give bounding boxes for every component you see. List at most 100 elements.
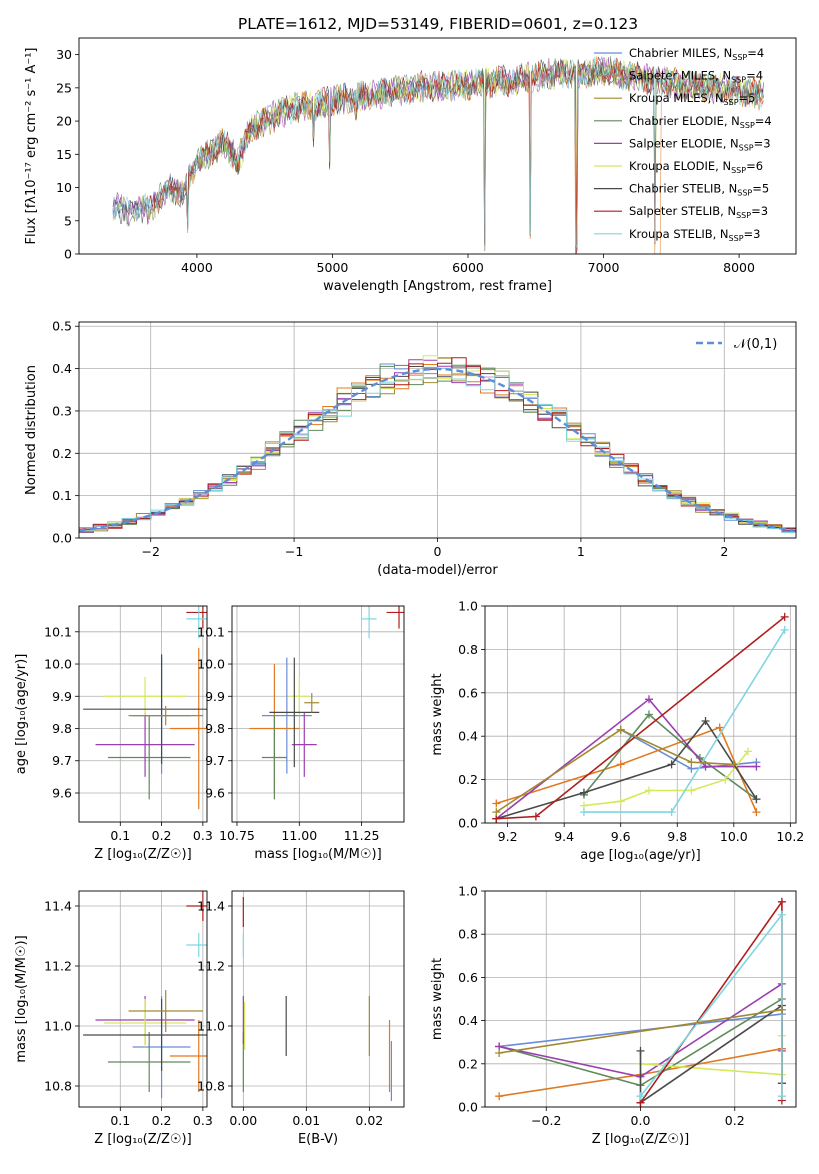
mass-vs-EBV-chart: 0.00 0.01 0.02 10.8 11.0 11.2 11.4 E(B-V) (197, 890, 405, 1147)
y-tick-label: 0.2 (458, 1056, 478, 1071)
age-vs-mass-points (249, 606, 404, 800)
plus-marker (752, 762, 761, 771)
y-tick-label: 0.2 (52, 446, 72, 461)
y-axis-label: Flux [fλ10⁻¹⁷ erg cm⁻² s⁻¹ A⁻¹] (24, 48, 39, 245)
x-tick-label: 8000 (723, 260, 755, 275)
x-tick-label: 0.00 (229, 1113, 257, 1128)
x-axis-label: E(B-V) (298, 1132, 338, 1147)
figure-title: PLATE=1612, MJD=53149, FIBERID=0601, z=0… (238, 15, 638, 33)
x-axis-label: mass [log₁₀(M/M☉)] (254, 847, 381, 862)
spectrum-series-8 (112, 56, 764, 251)
spectrum-legend: Chabrier MILES, NSSP=4 Salpeter MILES, NS… (594, 46, 772, 243)
y-axis-label: mass weight (430, 958, 445, 1040)
y-tick-label: 9.6 (52, 785, 72, 800)
y-tick-label: 0.3 (52, 403, 72, 418)
weight-line-series-2 (498, 1009, 783, 1054)
plus-marker (729, 760, 738, 769)
y-tick-label: 11.0 (44, 1019, 72, 1034)
legend-entry: Salpeter ELODIE, NSSP=3 (629, 136, 771, 152)
y-axis-label: Normed distribution (24, 365, 39, 495)
y-tick-label: 9.8 (205, 721, 225, 736)
spectrum-chart: 4000 5000 6000 7000 8000 0 5 10 15 20 25 30 waveleng… (24, 37, 797, 294)
y-axis-label: mass [log₁₀(M/M☉)] (14, 935, 29, 1062)
residual-histograms (79, 355, 796, 533)
plus-marker (777, 910, 786, 919)
y-tick-label: 11.4 (197, 899, 225, 914)
y-tick-label: 20 (56, 114, 72, 129)
weight-line-series-2 (495, 728, 734, 813)
x-axis-label: (data-model)/error (377, 563, 498, 578)
plus-marker (667, 760, 676, 769)
x-tick-label: 0.3 (193, 1113, 213, 1128)
plus-marker (636, 1092, 645, 1101)
y-tick-label: 0.0 (52, 531, 72, 546)
axes-frame (78, 321, 797, 539)
plus-marker (777, 1092, 786, 1101)
y-tick-label: 0.4 (458, 729, 478, 744)
x-axis-label: Z [log₁₀(Z/Z☉)] (592, 1132, 689, 1147)
y-tick-label: 0.4 (458, 1013, 478, 1028)
x-axis-label: Z [log₁₀(Z/Z☉)] (94, 1132, 191, 1147)
x-tick-label: 0.1 (110, 1113, 130, 1128)
x-tick-label: 0.2 (152, 828, 172, 843)
y-tick-label: 0.2 (458, 772, 478, 787)
legend-entry: Salpeter STELIB, NSSP=3 (629, 204, 768, 220)
spectrum-lines (112, 56, 764, 254)
y-tick-label: 5 (64, 213, 72, 228)
x-tick-label: −0.2 (531, 1113, 561, 1128)
plus-marker (752, 808, 761, 817)
x-tick-label: 0.2 (152, 1113, 172, 1128)
x-axis-label: wavelength [Angstrom, rest frame] (323, 279, 552, 294)
plus-marker (644, 710, 653, 719)
plus-marker (644, 786, 653, 795)
histogram-series-8 (79, 366, 796, 533)
x-tick-label: 10.2 (776, 829, 804, 844)
legend-entry: Kroupa ELODIE, NSSP=6 (629, 159, 763, 175)
y-tick-label: 9.7 (205, 753, 225, 768)
plus-marker (780, 612, 789, 621)
y-tick-label: 0.0 (458, 816, 478, 831)
weight-line-series-3 (583, 713, 757, 800)
plus-marker (721, 775, 730, 784)
legend-entry: 𝒩(0,1) (734, 337, 777, 352)
x-tick-label: 9.8 (667, 829, 687, 844)
legend-entry: Chabrier STELIB, NSSP=5 (629, 182, 769, 198)
y-tick-label: 10.0 (197, 657, 225, 672)
legend-entry: Kroupa STELIB, NSSP=3 (629, 227, 760, 243)
y-tick-label: 9.9 (205, 689, 225, 704)
axes-frame (78, 37, 797, 255)
y-axis-label: age [log₁₀(age/yr)] (14, 654, 29, 775)
plus-marker (667, 808, 676, 817)
y-tick-label: 1.0 (458, 599, 478, 614)
x-tick-label: 1 (577, 544, 585, 559)
y-tick-label: 10 (56, 180, 72, 195)
plus-marker (495, 1092, 504, 1101)
x-tick-label: 9.6 (611, 829, 631, 844)
x-tick-label: 0 (434, 544, 442, 559)
plus-marker (777, 1005, 786, 1014)
y-tick-label: 0.5 (52, 319, 72, 334)
legend-entry: Kroupa MILES, NSSP=5 (629, 91, 755, 107)
plus-marker (531, 812, 540, 821)
weight-line-series-5 (583, 750, 749, 807)
y-tick-label: 1.0 (458, 884, 478, 899)
y-tick-label: 25 (56, 80, 72, 95)
y-tick-label: 0 (64, 247, 72, 262)
plus-marker (687, 786, 696, 795)
mass-vs-EBV-points (242, 897, 392, 1101)
x-axis-label: Z [log₁₀(Z/Z☉)] (94, 847, 191, 862)
y-tick-label: 11.4 (44, 899, 72, 914)
y-tick-label: 10.8 (44, 1079, 72, 1094)
weight-vs-Z-chart: −0.2 0.0 0.2 0.0 0.2 0.4 0.6 0.8 1.0 Z [log₁₀(Z/Z… (430, 884, 797, 1147)
plus-marker (616, 797, 625, 806)
weight-vs-age-chart: 9.2 9.4 9.6 9.8 10.0 10.2 0.0 0.2 0.4 0.6 0.8 1.0 ag… (430, 599, 804, 864)
plus-marker (701, 717, 710, 726)
legend-entry: Salpeter MILES, NSSP=4 (629, 69, 763, 85)
y-tick-label: 9.6 (205, 785, 225, 800)
y-tick-label: 10.8 (197, 1079, 225, 1094)
plus-marker (715, 723, 724, 732)
y-tick-label: 0.8 (458, 927, 478, 942)
x-tick-label: 0.0 (631, 1113, 651, 1128)
axes-frame (78, 605, 208, 823)
legend-entry: Chabrier MILES, NSSP=4 (629, 46, 764, 62)
